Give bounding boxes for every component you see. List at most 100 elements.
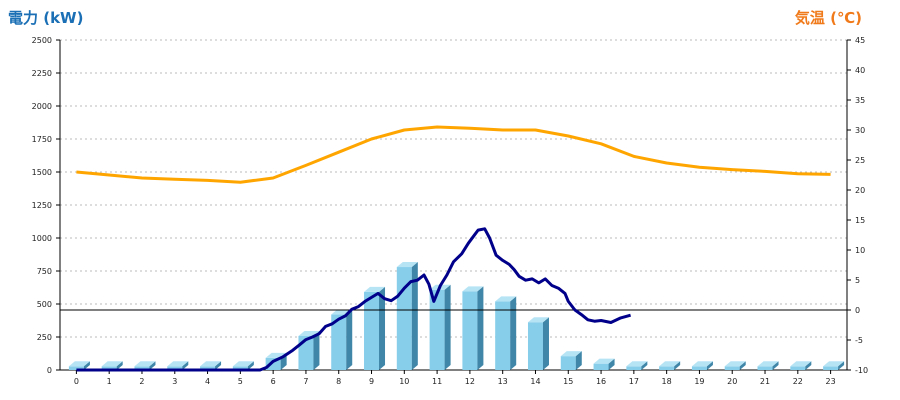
right-tick-label: 20 xyxy=(855,186,865,195)
bar-top xyxy=(560,351,582,357)
bar-front xyxy=(167,366,183,370)
bar-top xyxy=(462,286,484,292)
bar-top xyxy=(691,361,713,367)
right-tick-label: 15 xyxy=(855,216,865,225)
bar xyxy=(527,317,549,370)
x-tick-label: 10 xyxy=(399,377,409,386)
bar-front xyxy=(331,314,347,370)
right-tick-label: 40 xyxy=(855,66,865,75)
bar-top xyxy=(134,361,156,367)
bar-front xyxy=(724,366,740,370)
x-tick-label: 22 xyxy=(793,377,803,386)
x-tick-label: 20 xyxy=(727,377,737,386)
left-tick-label: 1000 xyxy=(32,234,52,243)
bar-top xyxy=(396,262,418,268)
x-tick-label: 15 xyxy=(563,377,573,386)
bar-side xyxy=(477,286,484,370)
right-tick-label: 35 xyxy=(855,96,865,105)
x-tick-label: 2 xyxy=(139,377,144,386)
bar-top xyxy=(101,361,123,367)
bar-front xyxy=(757,366,773,370)
bar-side xyxy=(641,361,648,370)
bar-side xyxy=(313,330,320,370)
x-tick-label: 0 xyxy=(74,377,79,386)
bar xyxy=(167,361,189,370)
right-tick-label: 5 xyxy=(855,276,860,285)
bar-front xyxy=(68,366,84,370)
bar-front xyxy=(626,366,642,370)
bar-side xyxy=(575,351,582,370)
x-tick-label: 23 xyxy=(826,377,836,386)
bar-top xyxy=(495,296,517,302)
bar-side xyxy=(542,317,549,370)
bar xyxy=(68,361,90,370)
x-tick-label: 9 xyxy=(369,377,374,386)
bar-front xyxy=(200,366,216,370)
right-tick-label: 0 xyxy=(855,306,860,315)
bar xyxy=(200,361,222,370)
bar-side xyxy=(444,284,451,370)
bar xyxy=(593,358,615,370)
bar-front xyxy=(364,291,380,370)
bar-front xyxy=(790,366,806,370)
left-tick-label: 2250 xyxy=(32,69,52,78)
bar-top xyxy=(593,358,615,364)
bar xyxy=(462,286,484,370)
bar-top xyxy=(68,361,90,367)
left-axis-title: 電力 (kW) xyxy=(8,9,84,27)
left-tick-label: 1500 xyxy=(32,168,52,177)
bar xyxy=(626,361,648,370)
bar xyxy=(495,296,517,370)
bar-side xyxy=(706,361,713,370)
bar-side xyxy=(182,361,189,370)
bar-top xyxy=(626,361,648,367)
bar-side xyxy=(149,361,156,370)
bar-side xyxy=(247,361,254,370)
bar-side xyxy=(83,361,90,370)
x-tick-label: 8 xyxy=(336,377,341,386)
bar xyxy=(724,361,746,370)
bar-front xyxy=(593,363,609,370)
bar xyxy=(560,351,582,370)
bar-side xyxy=(739,361,746,370)
bar xyxy=(331,309,353,370)
bar-top xyxy=(364,286,386,292)
x-tick-label: 11 xyxy=(432,377,442,386)
right-tick-label: -5 xyxy=(855,336,863,345)
right-axis-title: 気温 (℃) xyxy=(794,9,862,27)
bar xyxy=(659,361,681,370)
left-tick-label: 2500 xyxy=(32,36,52,45)
bar-top xyxy=(527,317,549,323)
bar-front xyxy=(101,366,117,370)
right-tick-label: 10 xyxy=(855,246,865,255)
bar-side xyxy=(379,286,386,370)
left-tick-label: 2000 xyxy=(32,102,52,111)
bar-front xyxy=(134,366,150,370)
bar-front xyxy=(560,356,576,370)
bar-side xyxy=(411,262,418,370)
x-tick-label: 4 xyxy=(205,377,210,386)
bar-top xyxy=(757,361,779,367)
bar-top xyxy=(200,361,222,367)
bar xyxy=(364,286,386,370)
bar-side xyxy=(215,361,222,370)
left-tick-label: 1250 xyxy=(32,201,52,210)
left-tick-label: 500 xyxy=(37,300,52,309)
bar xyxy=(134,361,156,370)
x-tick-label: 19 xyxy=(694,377,704,386)
x-tick-label: 17 xyxy=(629,377,639,386)
x-tick-label: 1 xyxy=(107,377,112,386)
power-line xyxy=(76,227,631,372)
bar-top xyxy=(167,361,189,367)
bar-front xyxy=(691,366,707,370)
bar xyxy=(232,361,254,370)
bar-side xyxy=(838,361,845,370)
bar-top xyxy=(724,361,746,367)
bar xyxy=(396,262,418,370)
bar-top xyxy=(790,361,812,367)
left-tick-label: 1750 xyxy=(32,135,52,144)
bar-front xyxy=(429,289,445,370)
left-tick-label: 0 xyxy=(47,366,52,375)
bar-front xyxy=(495,301,511,370)
